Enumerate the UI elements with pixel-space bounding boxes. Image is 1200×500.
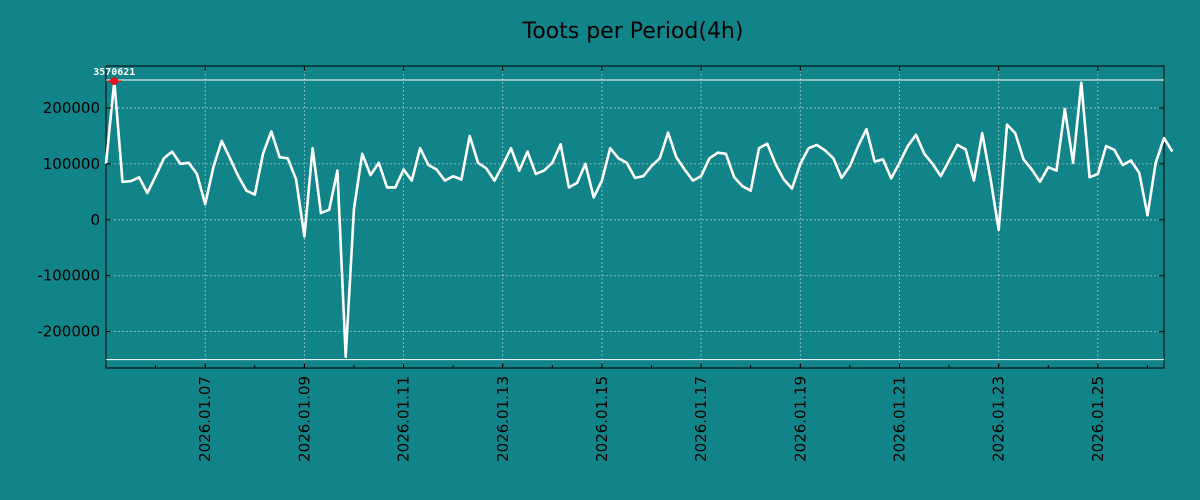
peak-annotation-label: 3570621 xyxy=(93,67,135,78)
x-tick-label: 2026.01.07 xyxy=(196,376,214,462)
x-tick-label: 2026.01.17 xyxy=(692,376,710,462)
series-line xyxy=(104,79,1174,359)
x-tick-label: 2026.01.21 xyxy=(891,376,909,462)
limit-lines xyxy=(106,79,1164,361)
y-tick-label: 0 xyxy=(90,211,100,229)
x-tick-label: 2026.01.09 xyxy=(295,376,313,462)
series-layer xyxy=(104,79,1174,359)
plot-area xyxy=(105,65,1165,369)
y-axis-ticks: 200000 100000 0 -100000 -200000 xyxy=(37,99,1164,341)
x-tick-label: 2026.01.11 xyxy=(395,376,413,462)
y-tick-label: 100000 xyxy=(43,155,100,173)
y-tick-label: -100000 xyxy=(37,267,100,285)
peak-annotation: 3570621 xyxy=(93,67,135,86)
x-tick-label: 2026.01.15 xyxy=(593,376,611,462)
x-tick-label: 2026.01.23 xyxy=(990,376,1008,462)
x-tick-label: 2026.01.13 xyxy=(494,376,512,462)
chart-title: Toots per Period(4h) xyxy=(522,19,744,44)
y-tick-label: -200000 xyxy=(37,323,100,341)
x-axis-ticks: 2026.01.07 2026.01.09 2026.01.11 2026.01.13… xyxy=(155,66,1148,462)
x-tick-label: 2026.01.19 xyxy=(791,376,809,462)
x-tick-label: 2026.01.25 xyxy=(1089,376,1107,462)
y-tick-label: 200000 xyxy=(43,99,100,117)
